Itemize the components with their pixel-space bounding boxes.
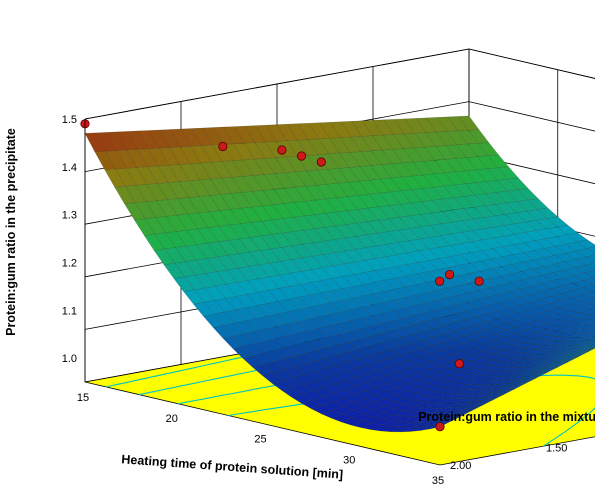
y-tick-label: 2.00 [450,460,471,472]
x-tick-label: 20 [166,413,178,425]
y-tick-label: 1.50 [546,443,567,455]
x-tick-label: 25 [254,434,266,446]
design-point [296,151,307,161]
frame-edge [468,48,595,79]
frame-edge [84,48,470,120]
y-axis-title: Protein:gum ratio in the mixture [418,410,595,424]
design-point [444,269,455,280]
design-point [316,157,326,167]
tick-labels: 15202530350.050.501.001.502.001.01.11.21… [62,114,568,487]
surface-cell [590,302,595,305]
x-tick-label: 35 [432,475,444,487]
design-point [454,359,464,369]
design-point [435,276,445,286]
design-point [218,141,228,152]
z-tick-label: 1.0 [62,353,77,365]
x-tick-label: 30 [343,454,355,466]
surface-cell [84,132,106,152]
z-tick-label: 1.1 [62,305,77,317]
z-tick-label: 1.2 [62,258,77,270]
x-axis-title: Heating time of protein solution [min] [121,452,344,481]
z-axis-title: Protein:gum ratio in the precipitate [4,128,18,336]
surface-cell [591,290,595,293]
x-tick-label: 15 [77,392,89,404]
surface-cell [589,307,595,311]
design-point [277,145,287,155]
design-point [435,422,445,432]
wall-gridline [468,101,595,132]
surface-cell [591,296,595,299]
design-point [474,276,484,286]
wall-gridline [468,48,595,79]
wall-gridline [468,153,595,185]
response-surface [84,115,595,433]
z-tick-label: 1.5 [62,114,77,126]
z-tick-label: 1.3 [62,210,77,222]
z-tick-label: 1.4 [62,162,77,174]
